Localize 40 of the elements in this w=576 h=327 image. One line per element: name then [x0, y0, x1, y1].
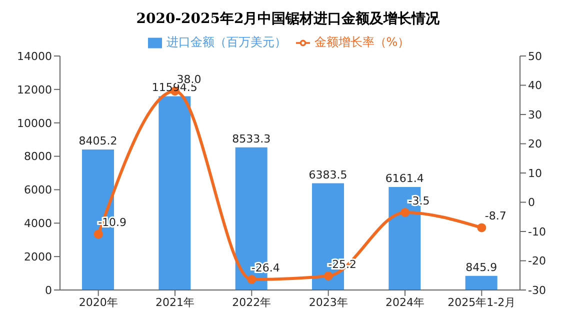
point [477, 223, 486, 232]
y-tick-label: 12000 [17, 83, 52, 96]
y-tick-label: 6000 [24, 184, 52, 197]
y2-tick-label: 50 [528, 50, 542, 63]
legend-label: 进口金额（百万美元） [166, 35, 286, 49]
y2-tick-label: 10 [528, 166, 542, 180]
chart-title: 2020-2025年2月中国锯材进口金额及增长情况 [135, 10, 441, 29]
y-tick-label: 8000 [24, 150, 52, 164]
x-tick-label: 2024年 [386, 296, 424, 309]
y-tick-label: 10000 [17, 116, 52, 130]
y2-tick-label: 40 [528, 79, 542, 92]
data-label: -10.9 [98, 216, 127, 230]
point [400, 208, 410, 217]
bar [158, 96, 191, 290]
bar [465, 276, 498, 290]
x-tick-label: 2023年 [308, 296, 348, 309]
x-tick-label: 2025年1-2月 [448, 296, 516, 309]
data-label: 845.9 [466, 260, 498, 274]
y-tick-label: 14000 [17, 50, 52, 63]
y2-tick-label: -10 [528, 225, 546, 238]
y-tick-label: 0 [45, 284, 52, 297]
x-tick-label: 2020年 [78, 296, 118, 309]
y-tick-label: 4000 [24, 217, 52, 230]
point [94, 230, 103, 239]
y2-tick-label: -20 [528, 254, 546, 268]
y2-tick-label: -30 [528, 284, 546, 297]
y-tick-label: 2000 [24, 250, 52, 264]
y2-tick-label: 20 [528, 138, 542, 151]
x-tick-label: 2021年 [156, 296, 194, 309]
point [324, 271, 333, 280]
data-label: 6383.5 [308, 168, 348, 182]
data-label: -8.7 [484, 210, 506, 223]
point [247, 274, 256, 284]
x-tick-label: 2022年 [232, 296, 272, 309]
data-label: 8533.3 [232, 132, 271, 146]
data-label: 8405.2 [78, 134, 118, 148]
legend-label: 金额增长率（%） [314, 35, 410, 49]
y2-tick-label: 0 [528, 196, 535, 210]
data-label: 6161.4 [385, 172, 424, 186]
y2-tick-label: 30 [528, 108, 542, 122]
